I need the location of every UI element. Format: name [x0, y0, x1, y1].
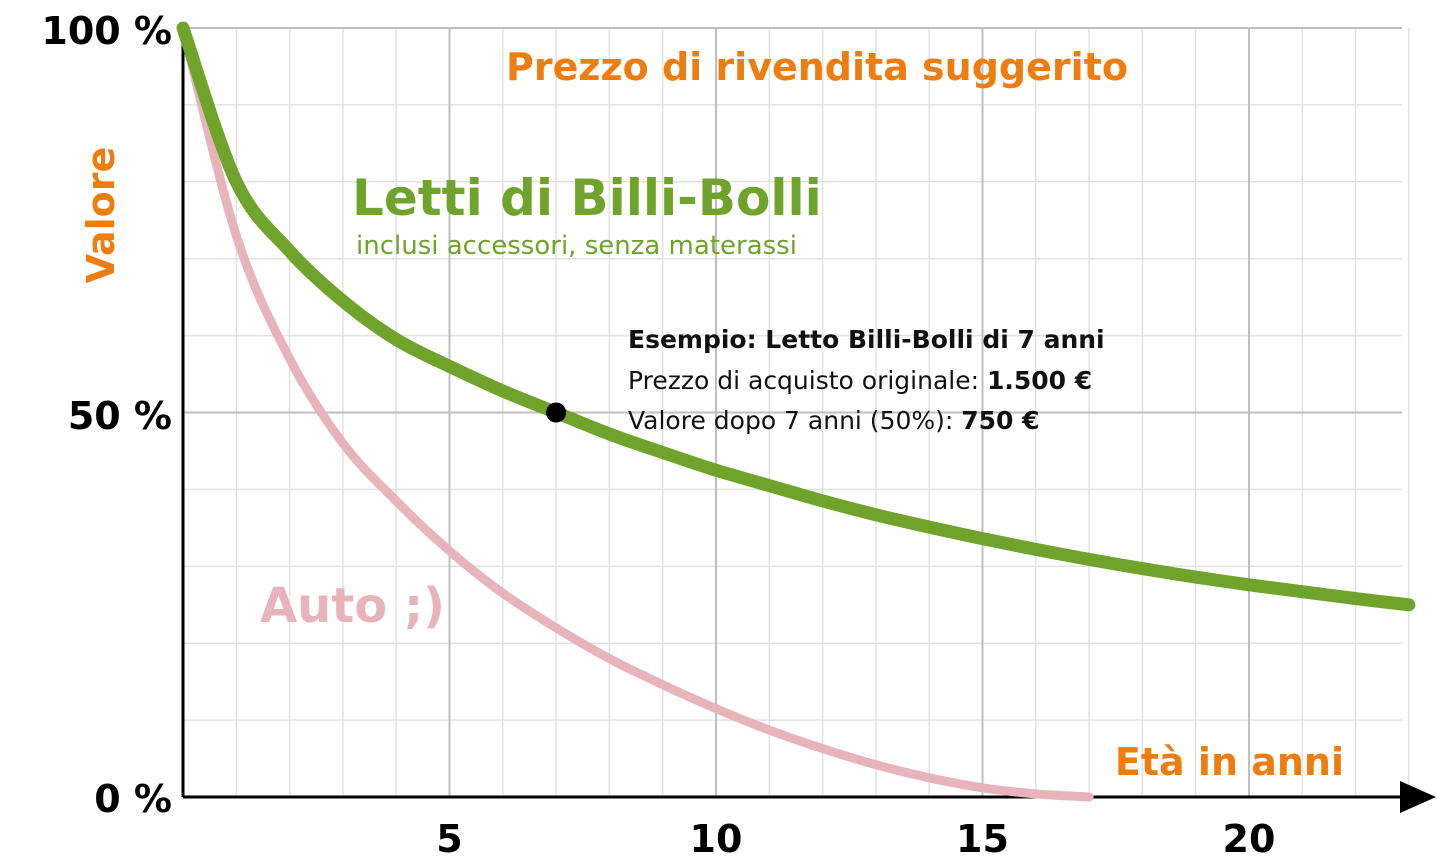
x-axis-arrow	[1400, 781, 1436, 813]
x-tick-label: 5	[436, 817, 462, 856]
chart-title: Prezzo di rivendita suggerito	[506, 45, 1128, 89]
annotation-line-1-label: Prezzo di acquisto originale:	[628, 366, 987, 395]
annotation-line-1-value: 1.500 €	[987, 366, 1092, 395]
x-tick-label: 20	[1223, 817, 1276, 856]
y-axis-label: Valore	[79, 147, 123, 284]
annotation-line-2-value: 750 €	[961, 406, 1039, 435]
series-sublabel-billi-bolli: inclusi accessori, senza materassi	[356, 231, 797, 261]
y-tick-label: 50 %	[68, 394, 172, 438]
y-tick-label: 100 %	[41, 9, 172, 53]
x-tick-label: 15	[956, 817, 1009, 856]
series-line-billi-bolli	[176, 21, 1416, 612]
x-axis-label: Età in anni	[1115, 740, 1344, 784]
grid-major	[183, 27, 1402, 797]
example-point-7-years	[546, 402, 567, 423]
x-tick-label: 10	[690, 817, 743, 856]
series-label-auto: Auto ;)	[260, 578, 445, 634]
y-tick-label: 0 %	[94, 777, 172, 821]
series-label-billi-bolli: Letti di Billi-Bolli	[352, 169, 822, 227]
series-line-auto	[178, 23, 1094, 802]
annotation-heading: Esempio: Letto Billi-Bolli di 7 anni	[628, 325, 1105, 354]
annotation-line-1: Prezzo di acquisto originale: 1.500 €	[628, 366, 1092, 395]
annotation-line-2: Valore dopo 7 anni (50%): 750 €	[628, 406, 1040, 435]
annotation-line-2-label: Valore dopo 7 anni (50%):	[628, 406, 961, 435]
